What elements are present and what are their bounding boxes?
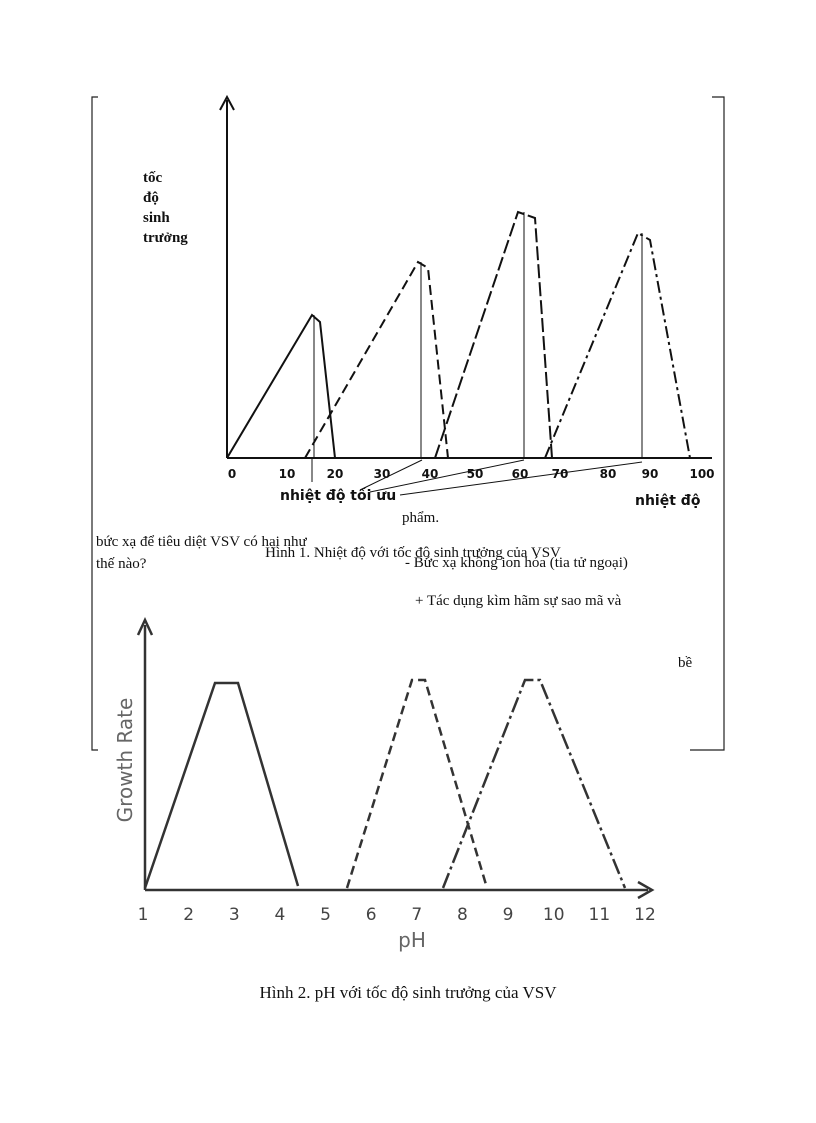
overlay-text: bức xạ để tiêu diệt VSV có hại như xyxy=(96,534,308,550)
x-tick-label: 1 xyxy=(138,905,149,925)
x-label: pH xyxy=(398,928,426,952)
x-tick-label: 70 xyxy=(552,467,569,481)
x-tick-label: 9 xyxy=(503,905,514,925)
y-label: Growth Rate xyxy=(113,698,137,823)
x-tick-label: 11 xyxy=(589,905,611,925)
x-tick-label: 100 xyxy=(689,467,714,481)
x-tick-label: 6 xyxy=(366,905,377,925)
overlay-text: thế nào? xyxy=(96,556,147,572)
x-tick-label: 90 xyxy=(642,467,659,481)
overlay-text: - Bức xạ không ion hóa (tia tử ngoại) xyxy=(405,555,628,571)
y-label: độ xyxy=(143,190,159,206)
figure2-caption: Hình 2. pH với tốc độ sinh trưởng của VS… xyxy=(260,983,558,1002)
frame xyxy=(91,96,725,751)
x-tick-label: 50 xyxy=(467,467,484,481)
x-tick-label: 5 xyxy=(320,905,331,925)
x-tick-label: 2 xyxy=(183,905,194,925)
x-tick-label: 10 xyxy=(279,467,296,481)
x-tick-label: 10 xyxy=(543,905,565,925)
x-tick-label: 12 xyxy=(634,905,656,925)
x-tick-label: 8 xyxy=(457,905,468,925)
x-tick-label: 80 xyxy=(600,467,617,481)
overlay-text: + Tác dụng kìm hãm sự sao mã và xyxy=(415,593,622,609)
annotation: nhiệt độ tối ưu xyxy=(280,487,396,504)
overlay-text: phẩm. xyxy=(402,510,439,526)
y-label: trưởng xyxy=(143,230,188,246)
figure2-plot xyxy=(136,617,655,900)
x-label: nhiệt độ xyxy=(635,493,701,509)
x-tick-label: 3 xyxy=(229,905,240,925)
y-label: tốc xyxy=(143,170,162,186)
x-tick-label: 30 xyxy=(374,467,391,481)
x-tick-label: 7 xyxy=(411,905,422,925)
figure1-plot xyxy=(219,94,712,496)
y-label: sinh xyxy=(143,210,170,226)
overlay-text: bề xyxy=(678,655,693,671)
x-tick-label: 20 xyxy=(327,467,344,481)
x-tick-label: 40 xyxy=(422,467,439,481)
figure1-caption: Hình 1. Nhiệt độ với tốc độ sinh trưởng … xyxy=(265,545,561,561)
x-tick-label: 60 xyxy=(512,467,529,481)
x-tick-label: 4 xyxy=(274,905,285,925)
x-tick-label: 0 xyxy=(228,467,236,481)
